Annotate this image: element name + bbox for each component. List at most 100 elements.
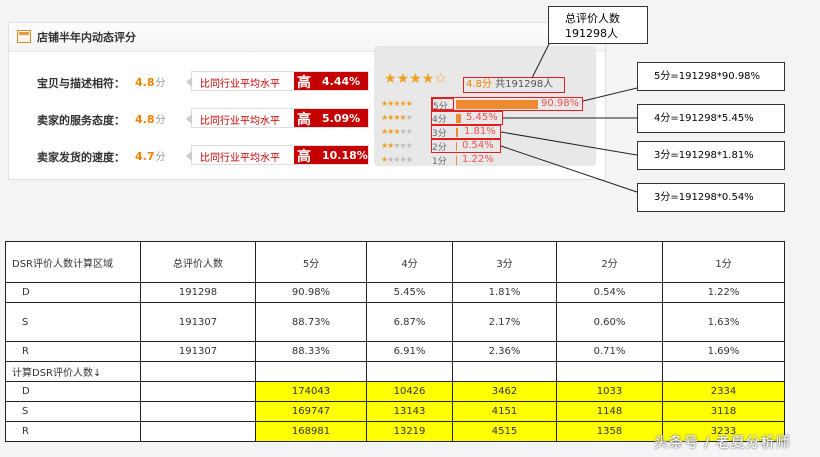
arrow-left-icon xyxy=(186,151,192,161)
table-cell: 6.87% xyxy=(366,302,453,342)
table-row: R 168981 13219 4515 1358 3233 xyxy=(5,421,785,442)
table-cell: 4515 xyxy=(452,421,557,442)
four-star-icons: ★★★★★ xyxy=(381,113,413,122)
table-cell xyxy=(452,361,557,382)
dist-bar-5 xyxy=(456,100,538,109)
table-cell: 169747 xyxy=(255,401,367,422)
row-label-service: 卖家的服务态度： xyxy=(37,114,125,127)
dist-highlight-2 xyxy=(431,139,501,153)
dist-pct-5: 90.98% xyxy=(541,98,580,109)
table-row: R 191307 88.33% 6.91% 2.36% 0.71% 1.69% xyxy=(5,341,785,362)
dist-bar-3 xyxy=(456,128,458,137)
compare-box-description: 比同行业平均水平 高 4.44% xyxy=(186,71,369,91)
dist-pct-2: 0.54% xyxy=(462,140,494,151)
compare-text: 比同行业平均水平 xyxy=(200,153,280,164)
table-cell: D xyxy=(5,381,141,402)
table-cell: 90.98% xyxy=(255,282,367,303)
table-cell: 0.71% xyxy=(556,341,663,362)
table-section-label: 计算DSR评价人数↓ xyxy=(5,361,141,382)
callout-4: 4分=191298*5.45% xyxy=(637,104,785,133)
connector-5 xyxy=(582,87,638,102)
dist-highlight-3 xyxy=(431,125,501,139)
table-cell: R xyxy=(5,341,141,362)
table-cell xyxy=(140,401,256,422)
panel-header: 店铺半年内动态评分 xyxy=(9,23,605,52)
dist-label-2: 2分 xyxy=(432,143,447,153)
table-cell: 13219 xyxy=(366,421,453,442)
star-icon: ★ xyxy=(409,71,422,87)
compare-box-service: 比同行业平均水平 高 5.09% xyxy=(186,108,369,128)
table-cell: 5.45% xyxy=(366,282,453,303)
compare-box-shipping: 比同行业平均水平 高 10.18% xyxy=(186,145,369,165)
average-score-box: 4.8分 共191298人 xyxy=(463,77,565,93)
row-label-description: 宝贝与描述相符： xyxy=(37,77,125,90)
table-cell: 2334 xyxy=(662,381,785,402)
table-cell: 1.22% xyxy=(662,282,785,303)
total-reviewers: 共191298人 xyxy=(495,79,554,90)
watermark: 头条号 / 老夏分析师 xyxy=(654,435,791,451)
table-cell xyxy=(140,381,256,402)
half-star-icon: ☆ xyxy=(434,71,447,87)
table-cell: 168981 xyxy=(255,421,367,442)
table-cell: 6.91% xyxy=(366,341,453,362)
table-header-cell: 1分 xyxy=(662,241,785,283)
level-text: 高 xyxy=(297,75,311,91)
callout-total: 总评价人数 191298人 xyxy=(548,6,648,44)
level-pct: 5.09% xyxy=(322,112,361,125)
table-cell: 1148 xyxy=(556,401,663,422)
level-pct: 10.18% xyxy=(322,149,368,162)
table-section-row: 计算DSR评价人数↓ xyxy=(5,361,785,382)
table-cell: 88.73% xyxy=(255,302,367,342)
table-cell xyxy=(366,361,453,382)
connector-2 xyxy=(500,145,638,193)
table-cell: D xyxy=(5,282,141,303)
table-cell: 0.60% xyxy=(556,302,663,342)
table-header-cell: 2分 xyxy=(556,241,663,283)
dist-label-5: 5分 xyxy=(432,98,454,112)
table-cell: 1033 xyxy=(556,381,663,402)
compare-text: 比同行业平均水平 xyxy=(200,116,280,127)
row-score-description: 4.8分 xyxy=(135,76,166,89)
calendar-icon xyxy=(17,30,31,43)
callout-3: 3分=191298*1.81% xyxy=(637,141,785,170)
table-header-cell: 3分 xyxy=(452,241,557,283)
table-cell: 3462 xyxy=(452,381,557,402)
average-stars: ★★★★☆ xyxy=(384,71,447,87)
dist-bar-2 xyxy=(456,142,457,151)
table-cell: R xyxy=(5,421,141,442)
dsr-table: DSR评价人数计算区域 总评价人数 5分 4分 3分 2分 1分 D 19129… xyxy=(5,241,785,442)
arrow-left-icon xyxy=(186,114,192,124)
table-cell: 88.33% xyxy=(255,341,367,362)
panel-title: 店铺半年内动态评分 xyxy=(37,31,136,44)
dist-pct-3: 1.81% xyxy=(464,126,496,137)
table-cell: 1.63% xyxy=(662,302,785,342)
table-header-cell: DSR评价人数计算区域 xyxy=(5,241,141,283)
table-row: S 169747 13143 4151 1148 3118 xyxy=(5,401,785,422)
table-cell: 3233 xyxy=(662,421,785,442)
table-cell: 2.36% xyxy=(452,341,557,362)
table-cell: 1.69% xyxy=(662,341,785,362)
table-row: D 191298 90.98% 5.45% 1.81% 0.54% 1.22% xyxy=(5,282,785,303)
level-text: 高 xyxy=(297,112,311,128)
one-star-icons: ★★★★★ xyxy=(381,155,413,164)
table-cell xyxy=(140,421,256,442)
dist-label-1: 1分 xyxy=(432,157,447,167)
table-cell: 1.81% xyxy=(452,282,557,303)
star-icon: ★ xyxy=(384,71,397,87)
compare-text: 比同行业平均水平 xyxy=(200,79,280,90)
callout-total-line1: 总评价人数 xyxy=(565,12,620,25)
average-score: 4.8分 xyxy=(466,79,492,90)
table-cell xyxy=(662,361,785,382)
table-cell xyxy=(255,361,367,382)
table-header-cell: 总评价人数 xyxy=(140,241,256,283)
dist-bar-1 xyxy=(456,156,457,165)
table-cell: S xyxy=(5,401,141,422)
table-cell: 2.17% xyxy=(452,302,557,342)
table-row: D 174043 10426 3462 1033 2334 xyxy=(5,381,785,402)
callout-total-line2: 191298人 xyxy=(565,27,618,40)
dist-label-4: 4分 xyxy=(432,115,447,125)
compare-badge: 高 10.18% xyxy=(294,146,368,165)
table-cell: 10426 xyxy=(366,381,453,402)
table-header-cell: 5分 xyxy=(255,241,367,283)
